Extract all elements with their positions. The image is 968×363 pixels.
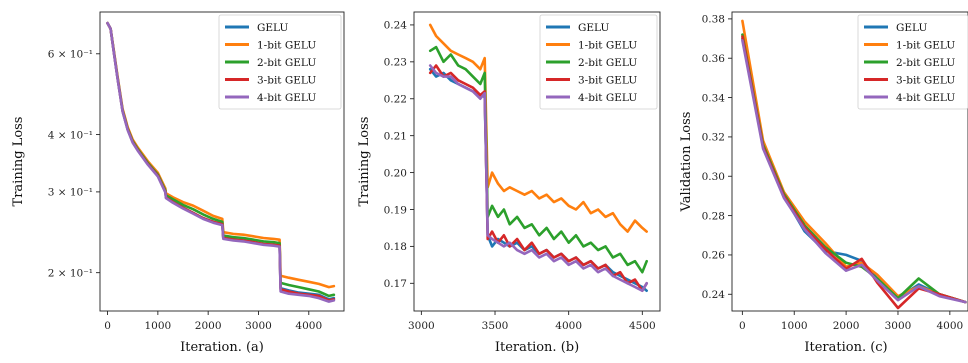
x-tick-label: 0: [104, 320, 111, 332]
legend-label: 3-bit GELU: [257, 74, 316, 86]
legend-label: 3-bit GELU: [896, 74, 955, 86]
series-line-1-bit-gelu: [428, 23, 648, 233]
y-tick-label: 2 × 10⁻¹: [48, 267, 93, 279]
legend-label: 4-bit GELU: [896, 92, 955, 104]
y-tick-label: 0.28: [702, 210, 725, 222]
y-tick-label: 0.21: [384, 130, 407, 142]
legend-box: [539, 14, 658, 110]
series-group: [106, 21, 336, 303]
y-tick-label: 0.17: [384, 278, 407, 290]
y-tick-label: 0.34: [702, 92, 726, 104]
series-line-4-bit-gelu: [741, 39, 967, 304]
legend-box: [857, 14, 968, 110]
x-tick-label: 1000: [144, 320, 171, 332]
chart-panel-0: 0 1000 2000 3000 4000 6 × 10⁻¹ 4 × 10⁻¹ 3 × 10⁻…: [11, 11, 345, 355]
x-tick-label: 2000: [833, 320, 860, 332]
x-tick-label: 2000: [195, 320, 222, 332]
series-line-4-bit-gelu: [428, 64, 648, 292]
plot-frame: [413, 11, 661, 312]
y-axis-label: Validation Loss: [679, 112, 694, 213]
x-axis-label: Iteration. (b): [495, 340, 579, 355]
legend: GELU 1-bit GELU 2-bit GELU 3-bit GELU 4-bit …: [539, 14, 658, 110]
x-tick-label: 3500: [482, 320, 509, 332]
legend-label: 3-bit GELU: [578, 74, 637, 86]
y-tick-label: 0.24: [702, 289, 726, 301]
y-tick-label: 4 × 10⁻¹: [48, 129, 93, 141]
y-tick-label: 0.23: [384, 57, 407, 69]
series-group: [741, 19, 967, 310]
legend-label: 4-bit GELU: [578, 92, 637, 104]
x-tick-label: 4000: [295, 320, 322, 332]
legend-label: 2-bit GELU: [896, 57, 955, 69]
legend: GELU 1-bit GELU 2-bit GELU 3-bit GELU 4-bit …: [857, 14, 968, 110]
x-tick-label: 3000: [245, 320, 272, 332]
y-tick-label: 0.19: [384, 204, 407, 216]
y-tick-label: 0.26: [702, 250, 726, 262]
legend: GELU 1-bit GELU 2-bit GELU 3-bit GELU 4-bit …: [218, 14, 342, 110]
legend-label: GELU: [578, 22, 609, 34]
x-axis-label: Iteration. (a): [180, 340, 264, 355]
y-tick-label: 3 × 10⁻¹: [48, 187, 93, 199]
x-tick-label: 4500: [629, 320, 656, 332]
legend-label: 4-bit GELU: [257, 92, 316, 104]
legend-label: GELU: [896, 22, 927, 34]
y-tick-label: 0.36: [702, 53, 726, 65]
x-tick-label: 0: [739, 320, 746, 332]
x-tick-label: 3000: [408, 320, 435, 332]
series-group: [428, 23, 648, 292]
series-line-2-bit-gelu: [428, 45, 648, 274]
y-tick-label: 0.18: [384, 241, 407, 253]
y-axis-label: Training Loss: [11, 117, 26, 207]
legend-box: [218, 14, 342, 110]
y-tick-label: 0.30: [702, 171, 725, 183]
x-tick-label: 3000: [885, 320, 912, 332]
x-tick-label: 4000: [555, 320, 582, 332]
plot-frame: [731, 11, 968, 312]
y-tick-label: 0.24: [384, 20, 408, 32]
x-tick-label: 4000: [936, 320, 963, 332]
legend-label: 1-bit GELU: [257, 39, 316, 51]
y-tick-label: 0.22: [384, 94, 407, 106]
y-tick-label: 0.38: [702, 14, 725, 26]
y-tick-label: 0.32: [702, 132, 725, 144]
legend-label: 1-bit GELU: [896, 39, 955, 51]
x-axis-label: Iteration. (c): [804, 340, 887, 355]
x-tick-label: 1000: [781, 320, 808, 332]
y-axis-label: Training Loss: [357, 117, 372, 207]
legend-label: GELU: [257, 22, 288, 34]
legend-label: 2-bit GELU: [578, 57, 637, 69]
plot-frame: [99, 11, 345, 312]
series-line-4-bit-gelu: [106, 21, 336, 303]
y-tick-label: 6 × 10⁻¹: [48, 49, 93, 61]
chart-panel-2: 0 1000 2000 3000 4000 0.24 0.26 0.28 0.30 0.32 0.3…: [679, 11, 968, 355]
legend-label: 2-bit GELU: [257, 57, 316, 69]
y-tick-label: 0.20: [384, 167, 407, 179]
chart-panel-1: 3000 3500 4000 4500 0.17 0.18 0.19 0.20 0.21 0.22…: [357, 11, 661, 355]
legend-label: 1-bit GELU: [578, 39, 637, 51]
